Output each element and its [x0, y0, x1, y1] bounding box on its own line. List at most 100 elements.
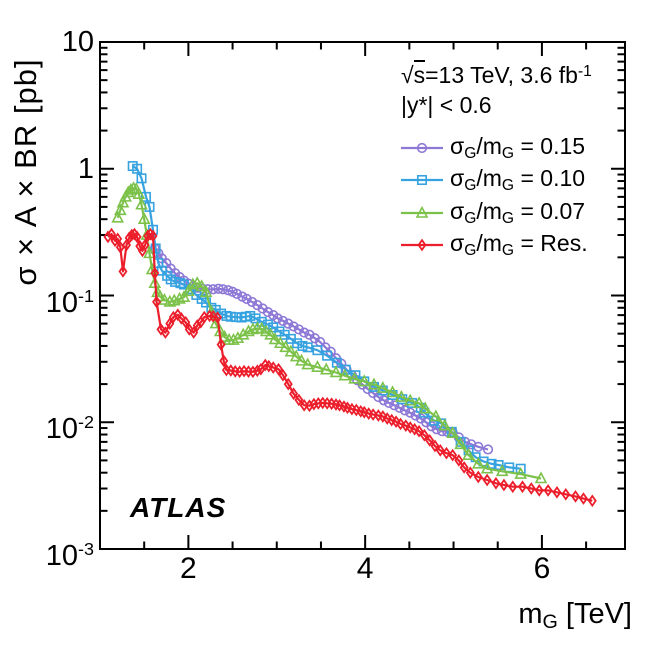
- data-marker-diamond: [435, 444, 445, 457]
- data-marker-diamond: [499, 478, 509, 492]
- data-marker-diamond: [543, 484, 553, 497]
- data-marker-triangle: [113, 203, 127, 216]
- data-marker-circle: [405, 407, 416, 418]
- info-line-rapidity: |y*| < 0.6: [401, 92, 492, 118]
- data-marker-circle: [426, 421, 437, 432]
- legend-item-sigma-0p07: σG/mG = 0.07: [400, 197, 588, 229]
- data-marker-diamond: [213, 311, 223, 324]
- data-marker-triangle: [357, 374, 371, 387]
- legend: σG/mG = 0.15 σG/mG = 0.10 σG/mG = 0.07 σG/m…: [400, 132, 588, 261]
- data-marker-circle: [241, 293, 252, 305]
- legend-label: σG/mG = Res.: [450, 230, 588, 259]
- data-marker-diamond: [165, 317, 175, 330]
- data-marker-circle: [262, 306, 274, 318]
- data-marker-triangle: [301, 357, 315, 370]
- data-marker-diamond: [294, 393, 304, 407]
- data-marker-triangle: [231, 331, 245, 344]
- data-marker-circle: [246, 296, 258, 308]
- data-marker-triangle: [135, 197, 148, 210]
- data-marker-circle: [213, 283, 224, 294]
- data-marker-diamond: [459, 461, 469, 474]
- data-marker-triangle: [116, 195, 130, 208]
- data-marker-diamond: [103, 230, 113, 244]
- series-sigma-0p07: [111, 181, 548, 484]
- legend-label: σG/mG = 0.10: [450, 165, 586, 195]
- data-marker-diamond: [184, 323, 194, 336]
- data-marker-square: [416, 175, 427, 186]
- data-marker-diamond: [283, 377, 293, 391]
- data-marker-triangle: [111, 210, 125, 223]
- data-marker-square: [340, 364, 351, 375]
- atlas-label: ATLAS: [130, 492, 227, 523]
- x-tick-label: 6: [533, 552, 551, 585]
- legend-item-sigma-0p15: σG/mG = 0.15: [400, 132, 588, 164]
- data-marker-diamond: [150, 266, 160, 280]
- data-marker-diamond: [378, 410, 388, 423]
- data-marker-diamond: [425, 433, 435, 447]
- data-marker-square: [515, 463, 526, 474]
- legend-marker-circle-icon: [401, 143, 443, 154]
- data-marker-triangle: [429, 409, 443, 422]
- data-marker-triangle: [295, 353, 308, 366]
- data-marker-square: [231, 312, 242, 323]
- data-marker-triangle: [279, 340, 292, 353]
- x-axis-title: mG [TeV]: [518, 598, 632, 633]
- data-marker-triangle: [438, 418, 452, 431]
- data-marker-diamond: [106, 227, 116, 241]
- sqrt-arg: s: [413, 60, 426, 88]
- data-marker-circle: [293, 324, 304, 335]
- data-marker-circle: [277, 315, 289, 327]
- data-marker-circle: [288, 321, 299, 332]
- data-marker-square: [274, 326, 285, 337]
- data-marker-diamond: [401, 419, 411, 433]
- data-marker-diamond: [410, 422, 420, 436]
- data-marker-diamond: [552, 485, 562, 499]
- data-marker-circle: [217, 284, 228, 295]
- data-marker-circle: [252, 299, 263, 311]
- legend-label: σG/mG = 0.07: [450, 197, 586, 227]
- data-marker-diamond: [441, 446, 451, 460]
- data-marker-diamond: [368, 408, 378, 421]
- data-marker-square: [245, 310, 256, 321]
- data-marker-triangle: [418, 401, 432, 414]
- data-marker-triangle: [367, 377, 381, 390]
- legend-marker-diamond-icon: [401, 238, 443, 252]
- data-marker-diamond: [448, 448, 458, 462]
- data-marker-diamond: [124, 231, 134, 245]
- data-marker-diamond: [132, 230, 142, 244]
- data-marker-triangle: [462, 448, 475, 460]
- data-marker-diamond: [216, 338, 226, 351]
- data-marker-circle: [231, 288, 243, 299]
- data-marker-diamond: [118, 265, 128, 278]
- data-marker-diamond: [508, 480, 518, 494]
- data-marker-triangle: [268, 332, 282, 345]
- data-marker-square: [331, 357, 342, 368]
- data-marker-diamond: [454, 454, 464, 467]
- y-tick-label: 1: [77, 152, 94, 185]
- data-marker-square: [292, 338, 303, 349]
- data-marker-diamond: [278, 368, 288, 382]
- data-marker-circle: [389, 400, 400, 411]
- data-marker-triangle: [173, 291, 186, 304]
- sqrt-symbol: √: [401, 62, 414, 88]
- info-line-energy-lumi-text: =13 TeV, 3.6 fb-1: [425, 62, 592, 88]
- info-line-energy-lumi: √s=13 TeV, 3.6 fb-1: [401, 60, 592, 89]
- data-marker-diamond: [181, 315, 191, 329]
- data-marker-diamond: [414, 424, 424, 438]
- data-marker-triangle: [471, 456, 485, 469]
- data-marker-diamond: [156, 323, 166, 336]
- data-marker-diamond: [304, 399, 314, 413]
- data-marker-square: [132, 163, 143, 174]
- data-marker-triangle: [177, 290, 191, 302]
- plot-frame: [99, 41, 626, 550]
- data-marker-square: [136, 173, 147, 184]
- data-marker-square: [156, 265, 167, 276]
- data-marker-diamond: [465, 466, 475, 480]
- data-marker-circle: [299, 327, 310, 338]
- y-tick-label: 10-2: [45, 412, 94, 446]
- data-marker-square: [297, 340, 308, 351]
- data-marker-triangle: [195, 279, 208, 292]
- data-marker-diamond: [252, 364, 262, 378]
- y-tick-label: 10-1: [45, 285, 94, 319]
